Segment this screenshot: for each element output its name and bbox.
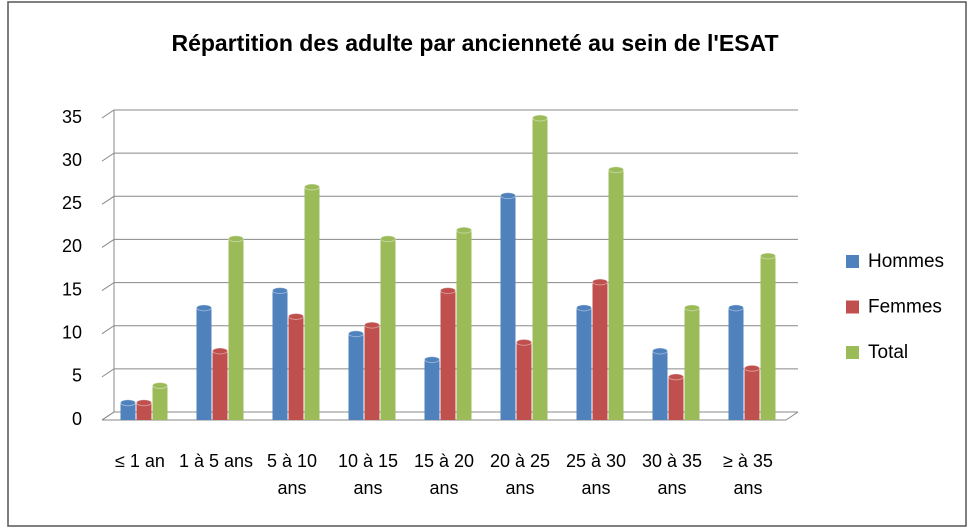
- bar-shade: [728, 307, 744, 420]
- bar-shade: [288, 316, 304, 420]
- grid-line: [101, 282, 798, 291]
- bar-cap: [212, 347, 228, 355]
- bar-cap: [516, 338, 532, 346]
- x-tick-label: 30 à 35 ans: [641, 451, 703, 498]
- bar-shade: [424, 359, 440, 420]
- bar-cap: [744, 364, 760, 372]
- bar-cap: [592, 278, 608, 286]
- bar-shade: [592, 281, 608, 420]
- bar-shade: [120, 402, 136, 420]
- bar-cap: [608, 166, 624, 174]
- bar-cap: [652, 347, 668, 355]
- bar-cap: [532, 114, 548, 122]
- y-tick-label: 20: [62, 236, 82, 256]
- legend-label: Hommes: [868, 251, 944, 272]
- bar-shade: [532, 118, 548, 420]
- bar-shade: [760, 256, 776, 420]
- bar-cap: [440, 287, 456, 295]
- x-tick-label: 1 à 5 ans: [178, 451, 254, 471]
- grid-line: [101, 411, 798, 421]
- y-tick-label: 15: [62, 279, 82, 299]
- bar-shade: [228, 238, 244, 420]
- bar-cap: [576, 304, 592, 312]
- bar-cap: [272, 287, 288, 295]
- y-tick-label: 30: [62, 150, 82, 170]
- bar-shade: [516, 342, 532, 420]
- bar-cap: [288, 312, 304, 320]
- bar-cap: [196, 304, 212, 312]
- x-tick-label: 10 à 15 ans: [337, 451, 399, 498]
- bar-cap: [380, 235, 396, 243]
- x-tick-label: ≤ 1 an: [115, 451, 165, 471]
- bar-cap: [228, 235, 244, 243]
- bar-cap: [456, 226, 472, 234]
- y-tick-label: 35: [62, 107, 82, 127]
- bar-shade: [212, 350, 228, 420]
- bar-shade: [668, 376, 684, 420]
- bar-shade: [456, 230, 472, 420]
- bar-shade: [196, 307, 212, 420]
- legend-label: Total: [868, 342, 908, 363]
- grid-line: [101, 325, 798, 335]
- legend-swatch: [846, 346, 859, 359]
- bar-shade: [440, 290, 456, 420]
- y-tick-label: 5: [72, 366, 82, 386]
- bar-shade: [364, 325, 380, 420]
- bar-cap: [684, 304, 700, 312]
- x-tick-label: 5 à 10 ans: [266, 451, 318, 498]
- grid-line: [101, 109, 798, 119]
- grid-line: [101, 238, 798, 248]
- x-tick-label: 20 à 25 ans: [489, 451, 551, 498]
- grid-line: [101, 195, 798, 205]
- frame: [7, 1, 967, 527]
- legend-swatch: [846, 255, 859, 268]
- x-tick-label: 15 à 20 ans: [413, 451, 475, 498]
- bar-cap: [120, 399, 136, 407]
- bar-shade: [348, 333, 364, 420]
- bar-shade: [380, 238, 396, 420]
- bar-cap: [424, 356, 440, 364]
- bar-shade: [576, 307, 592, 420]
- bar-shade: [744, 368, 760, 420]
- bar-cap: [304, 183, 320, 191]
- bar-cap: [668, 373, 684, 381]
- grid-line: [101, 368, 798, 378]
- y-tick-label: 0: [72, 409, 82, 429]
- bar-shade: [272, 290, 288, 420]
- bar-cap: [152, 381, 168, 389]
- x-tick-label: 25 à 30 ans: [565, 451, 627, 498]
- legend-swatch: [846, 300, 859, 314]
- bar-shade: [500, 195, 516, 420]
- bar-cap: [364, 321, 380, 329]
- bar-cap: [348, 330, 364, 338]
- x-tick-label: ≥ à 35 ans: [723, 451, 773, 498]
- y-tick-label: 25: [62, 193, 82, 213]
- bar-cap: [136, 399, 152, 407]
- floor: [102, 411, 799, 421]
- legend-label: Femmes: [868, 297, 942, 318]
- chart-title: Répartition des adulte par ancienneté au…: [171, 30, 778, 56]
- bar-shade: [304, 187, 320, 420]
- y-tick-label: 10: [62, 322, 82, 342]
- bar-cap: [760, 252, 776, 260]
- bar-shade: [136, 402, 152, 420]
- bar-shade: [684, 307, 700, 420]
- bar-shade: [152, 385, 168, 420]
- bar-shade: [652, 350, 668, 420]
- grid-line: [101, 152, 798, 162]
- bar-cap: [500, 192, 516, 200]
- bar-shade: [608, 169, 624, 420]
- bar-cap: [728, 304, 744, 312]
